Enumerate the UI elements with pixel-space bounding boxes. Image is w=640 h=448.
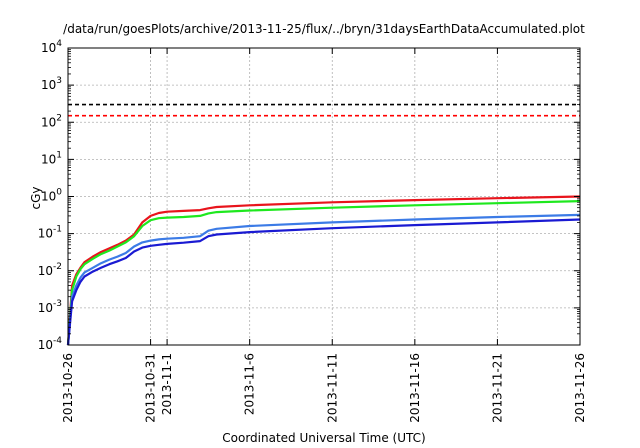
x-tick-label: 2013-11-1 [160, 353, 174, 415]
y-tick-label: 100 [41, 188, 62, 204]
x-tick-label: 2013-11-26 [573, 353, 587, 423]
x-tick-label: 2013-11-16 [408, 353, 422, 423]
series-line [66, 195, 581, 346]
y-tick-label: 104 [41, 39, 62, 55]
y-tick-label: 10-4 [38, 336, 63, 352]
y-tick-label: 10-2 [38, 262, 62, 278]
series-line [66, 200, 581, 346]
x-tick-label: 2013-10-26 [61, 353, 75, 423]
y-ticks: 10-4 10-3 10-2 10-1 100 101 102 103 104 [38, 39, 580, 352]
y-axis-label: cGy [29, 187, 43, 210]
y-tick-label: 103 [41, 76, 62, 92]
y-tick-label: 10-1 [38, 225, 62, 241]
x-tick-label: 2013-11-6 [243, 353, 257, 415]
series-lines [66, 195, 581, 346]
threshold-lines [68, 103, 580, 117]
grid [68, 48, 580, 345]
y-tick-label: 102 [41, 113, 62, 129]
series-line [66, 218, 581, 346]
x-tick-label: 2013-11-21 [490, 353, 504, 423]
x-tick-label: 2013-10-31 [144, 353, 158, 423]
chart-title: /data/run/goesPlots/archive/2013-11-25/f… [63, 22, 585, 36]
x-ticks: 2013-10-26 2013-10-31 2013-11-1 2013-11-6 20… [61, 48, 587, 423]
x-tick-label: 2013-11-11 [325, 353, 339, 423]
x-axis-label: Coordinated Universal Time (UTC) [222, 431, 425, 445]
y-tick-label: 101 [41, 150, 62, 166]
y-tick-label: 10-3 [38, 299, 62, 315]
series-line [66, 213, 581, 346]
